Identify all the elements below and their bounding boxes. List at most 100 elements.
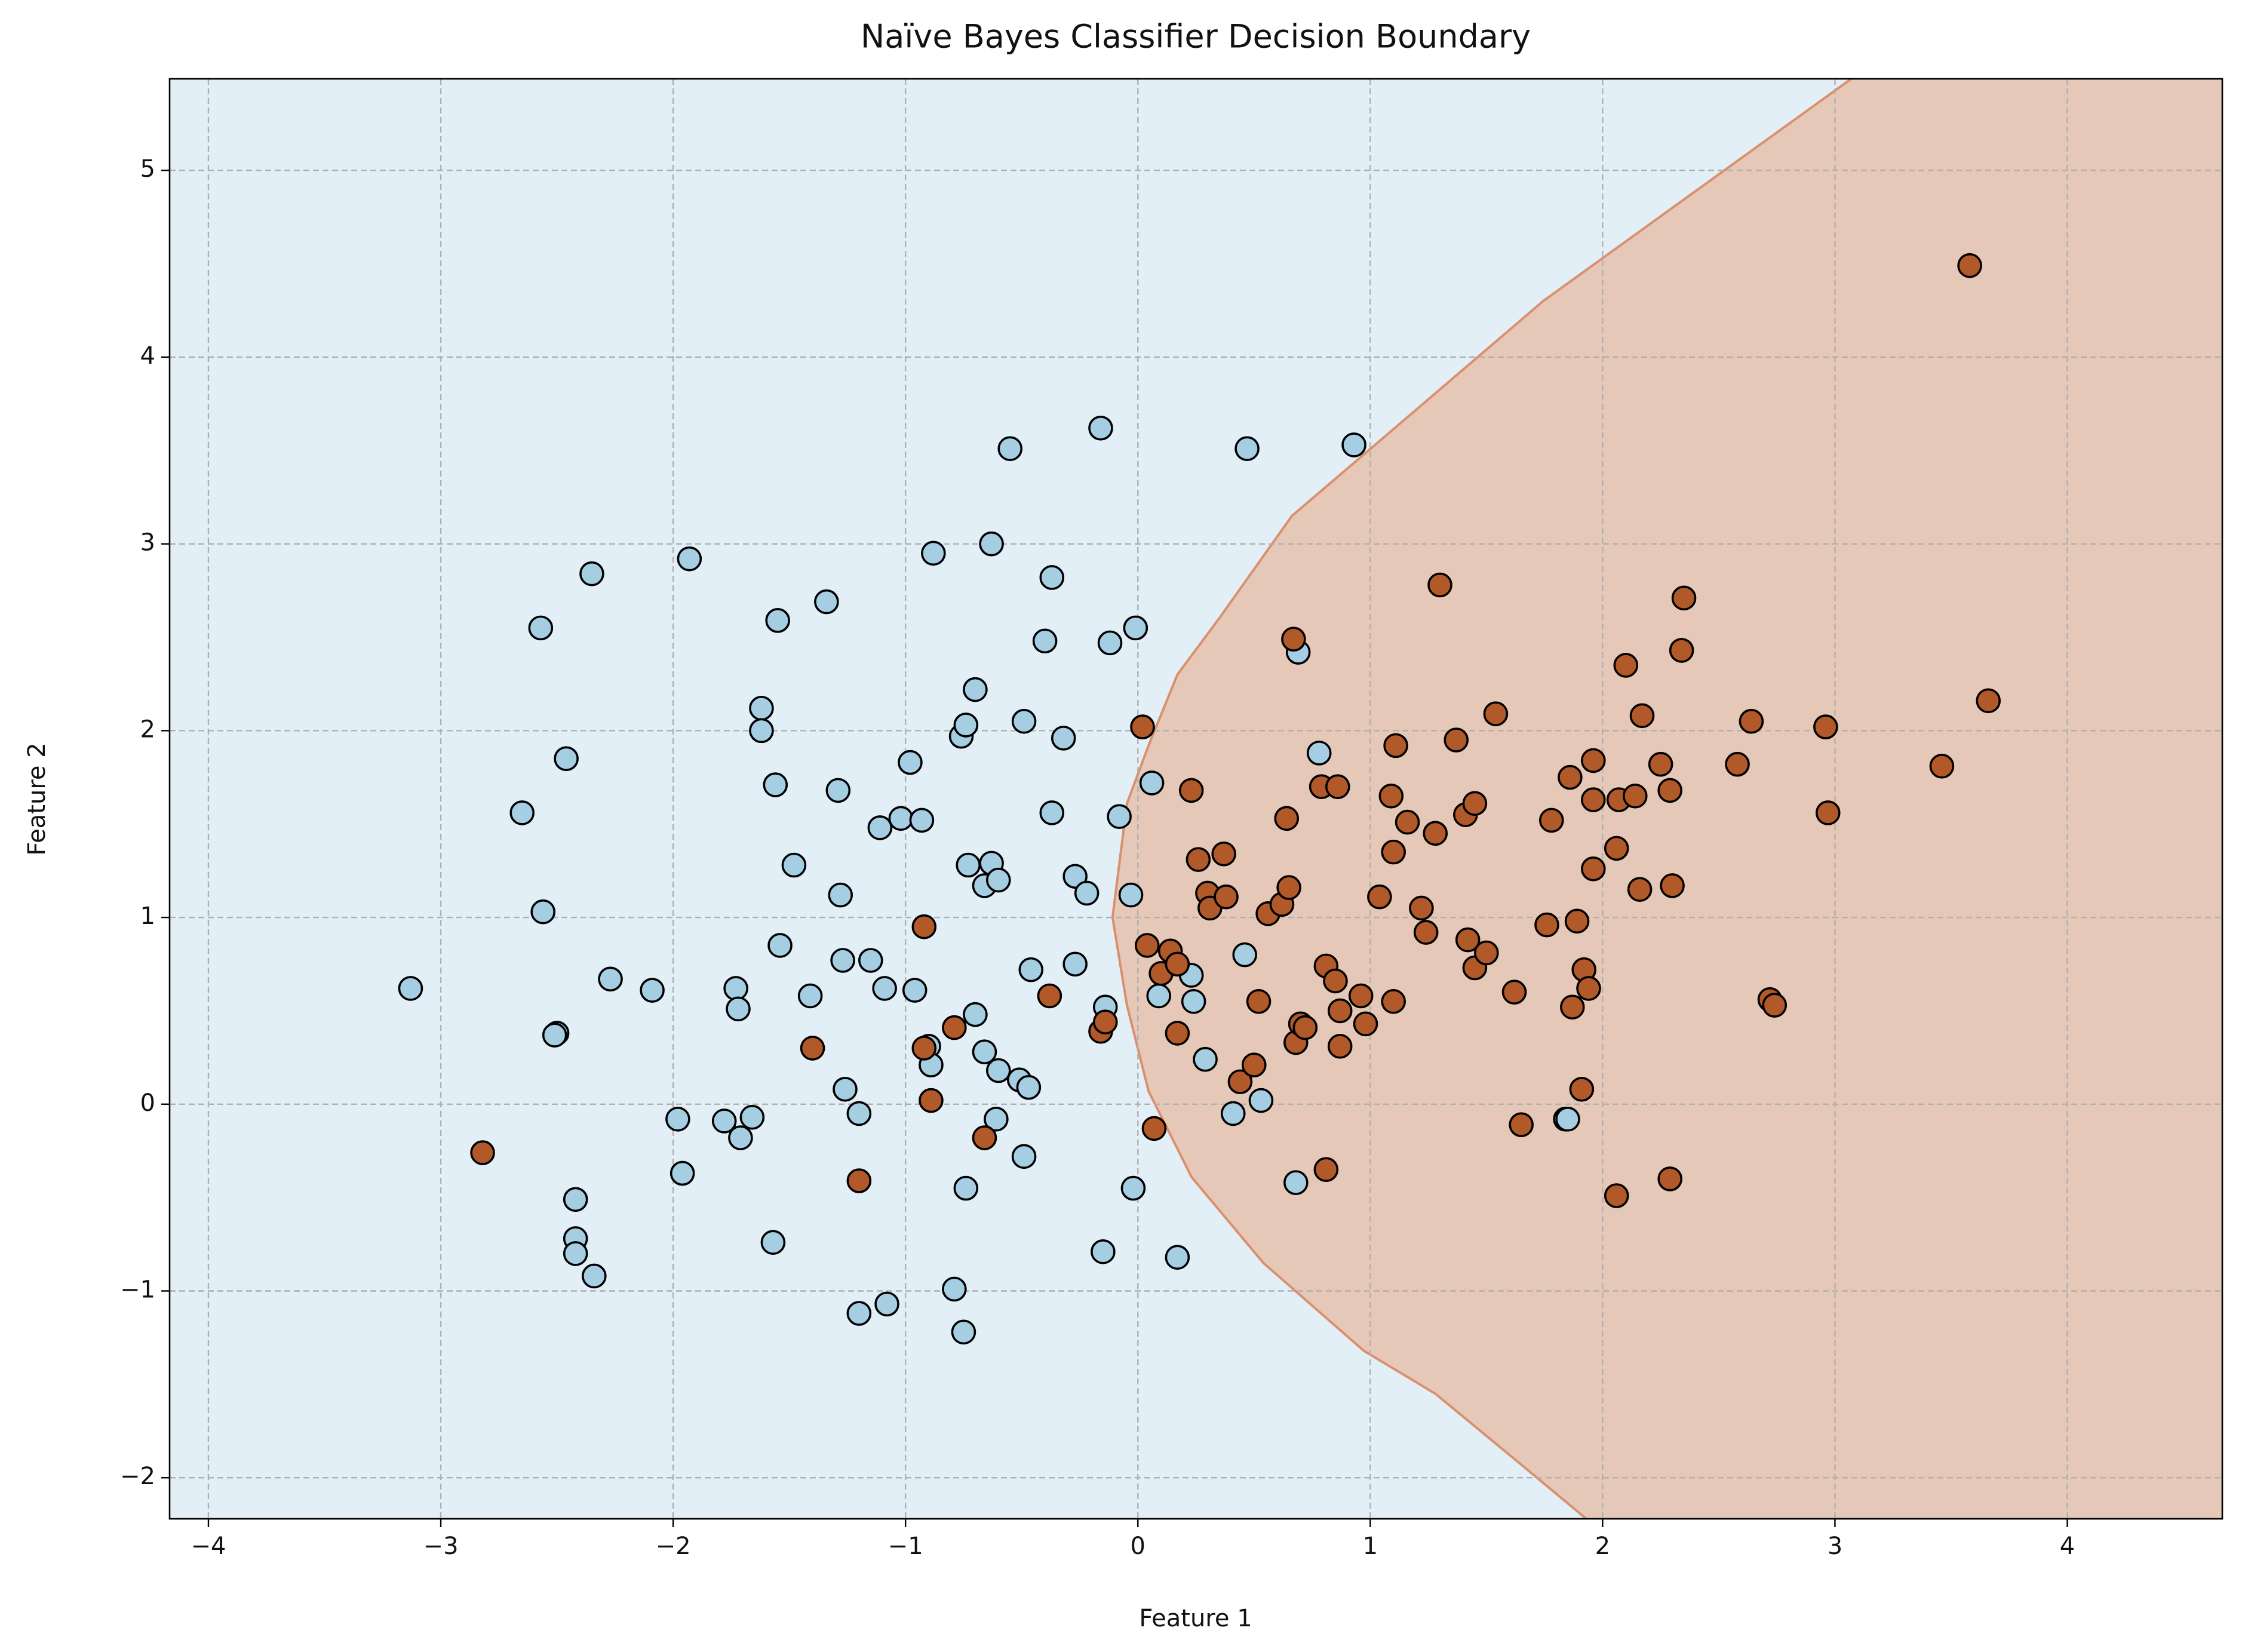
point (1130, 714, 1155, 739)
point (1313, 1157, 1339, 1183)
point (726, 996, 751, 1022)
point (1564, 908, 1590, 934)
point (1739, 708, 1764, 734)
y-axis-label: Feature 2 (23, 742, 51, 855)
point (554, 746, 579, 772)
point (979, 531, 1004, 557)
point (911, 914, 937, 939)
point (1657, 1166, 1682, 1192)
point (902, 978, 928, 1003)
point (739, 1104, 765, 1130)
point (1011, 708, 1037, 734)
point (888, 806, 914, 831)
point (1569, 1076, 1595, 1102)
x-axis-label: Feature 1 (1139, 1605, 1252, 1632)
x-tick-label: −1 (888, 1533, 923, 1560)
point (1062, 864, 1088, 889)
point (825, 778, 851, 803)
point (1558, 764, 1583, 790)
point (563, 1187, 588, 1212)
point (1581, 856, 1606, 882)
point (1165, 1021, 1190, 1046)
y-tick-label: 5 (140, 155, 155, 183)
x-tick-label: −2 (656, 1533, 691, 1560)
point (956, 852, 981, 878)
point (1306, 741, 1332, 766)
point (1327, 998, 1353, 1024)
point (1629, 703, 1655, 729)
point (1427, 572, 1452, 598)
point (1378, 784, 1404, 809)
point (874, 1291, 899, 1317)
point (1118, 882, 1144, 908)
point (867, 815, 893, 840)
point (749, 696, 774, 721)
x-tick-label: 0 (1131, 1533, 1145, 1560)
point (963, 677, 988, 702)
point (972, 1125, 997, 1150)
point (1559, 994, 1585, 1020)
point (1062, 951, 1088, 977)
point (1929, 753, 1955, 779)
point (1281, 627, 1306, 652)
point (781, 852, 807, 878)
point (1097, 630, 1123, 656)
point (1246, 988, 1272, 1014)
point (1395, 809, 1420, 835)
point (797, 983, 823, 1009)
point (1323, 968, 1348, 994)
decision-boundary (1111, 78, 1852, 1520)
point (1032, 628, 1058, 654)
point (1107, 804, 1132, 830)
point (1325, 774, 1350, 799)
point (1509, 1112, 1534, 1137)
y-tick-label: 1 (140, 902, 155, 930)
point (1018, 957, 1044, 982)
point (1381, 839, 1406, 865)
point (665, 1106, 690, 1132)
point (1455, 927, 1481, 953)
point (765, 608, 790, 633)
point (1181, 988, 1206, 1014)
point (1976, 688, 2001, 714)
point (528, 615, 554, 641)
point (1669, 638, 1694, 663)
point (858, 948, 883, 973)
point (951, 1319, 976, 1345)
point (921, 541, 946, 566)
point (1341, 432, 1366, 457)
point (1234, 436, 1260, 461)
y-tick-label: 3 (140, 529, 155, 557)
point (1381, 988, 1406, 1014)
point (711, 1109, 737, 1134)
point (1227, 1069, 1253, 1095)
point (1241, 1052, 1267, 1077)
point (1815, 800, 1841, 825)
point (1604, 1183, 1629, 1208)
point (1604, 836, 1629, 861)
point (728, 1125, 753, 1150)
point (760, 1230, 786, 1255)
point (830, 948, 855, 973)
point (1178, 778, 1204, 803)
point (800, 1036, 825, 1061)
point (1423, 821, 1448, 846)
point (1327, 1034, 1353, 1059)
point (1534, 912, 1559, 938)
point (1623, 784, 1648, 809)
point (1671, 585, 1697, 611)
point (1051, 726, 1076, 751)
point (1762, 993, 1788, 1018)
x-tick-label: 4 (2060, 1533, 2075, 1560)
point (1813, 714, 1838, 739)
point (814, 589, 839, 615)
point (898, 750, 923, 775)
point (1444, 727, 1469, 753)
point (1957, 253, 1982, 278)
point (1248, 1088, 1274, 1113)
point (1091, 1239, 1116, 1264)
point (1367, 884, 1392, 910)
point (911, 1036, 937, 1061)
point (1092, 1009, 1118, 1034)
